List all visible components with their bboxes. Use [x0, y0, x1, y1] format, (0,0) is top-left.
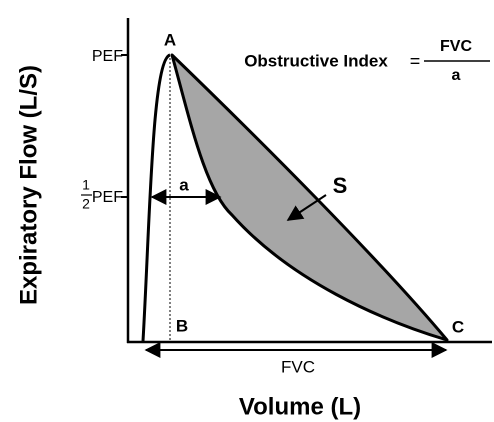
formula-equals: =	[410, 51, 421, 71]
y-axis-label: Expiratory Flow (L/S)	[15, 65, 42, 305]
flow-curve	[141, 53, 171, 342]
area-label: S	[333, 173, 348, 198]
formula-denominator: a	[452, 67, 461, 84]
fraction-numerator: 1	[82, 177, 90, 193]
tick-label: PEF	[92, 189, 123, 206]
point-label: C	[452, 317, 464, 336]
width-label: a	[179, 175, 189, 194]
fraction-denominator: 2	[82, 196, 90, 212]
point-label: B	[176, 316, 188, 335]
area-arrow	[286, 194, 327, 221]
x-axis-label: Volume (L)	[239, 393, 361, 420]
point-label: A	[164, 30, 176, 49]
shaded-area	[170, 53, 449, 342]
fvc-label: FVC	[281, 357, 315, 376]
tick-label: PEF	[92, 48, 123, 65]
formula-numerator: FVC	[440, 38, 472, 55]
formula-name: Obstructive Index	[244, 51, 388, 70]
